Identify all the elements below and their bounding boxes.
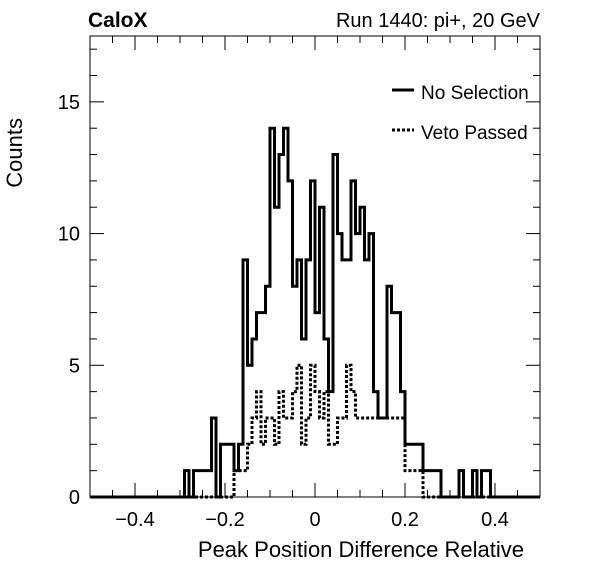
x-tick-label: −0.2 — [205, 509, 244, 531]
chart-title-left: CaloX — [88, 9, 148, 32]
x-tick-label: −0.4 — [115, 509, 154, 531]
legend: No Selection Veto Passed — [392, 83, 529, 144]
y-tick-label: 10 — [58, 224, 80, 246]
plot-frame — [89, 35, 541, 498]
y-tick-label: 5 — [69, 355, 80, 377]
series-layer — [90, 126, 540, 499]
x-axis-label: Peak Position Difference Relative — [198, 537, 524, 562]
x-tick-label: 0.4 — [481, 509, 509, 531]
tick-label-layer: −0.4 −0.2 0 0.2 0.4 0 5 10 15 — [58, 92, 509, 531]
y-tick-label: 15 — [58, 92, 80, 114]
y-tick-label: 0 — [69, 487, 80, 509]
x-tick-label: 0.2 — [391, 509, 419, 531]
chart-title-right: Run 1440: pi+, 20 GeV — [336, 10, 541, 32]
axis-layer — [89, 36, 541, 498]
y-axis-label: Counts — [2, 118, 27, 188]
legend-label-no-selection: No Selection — [421, 83, 529, 104]
series-line-no-selection — [90, 126, 540, 499]
legend-label-veto-passed: Veto Passed — [421, 123, 528, 144]
x-tick-label: 0 — [309, 509, 320, 531]
